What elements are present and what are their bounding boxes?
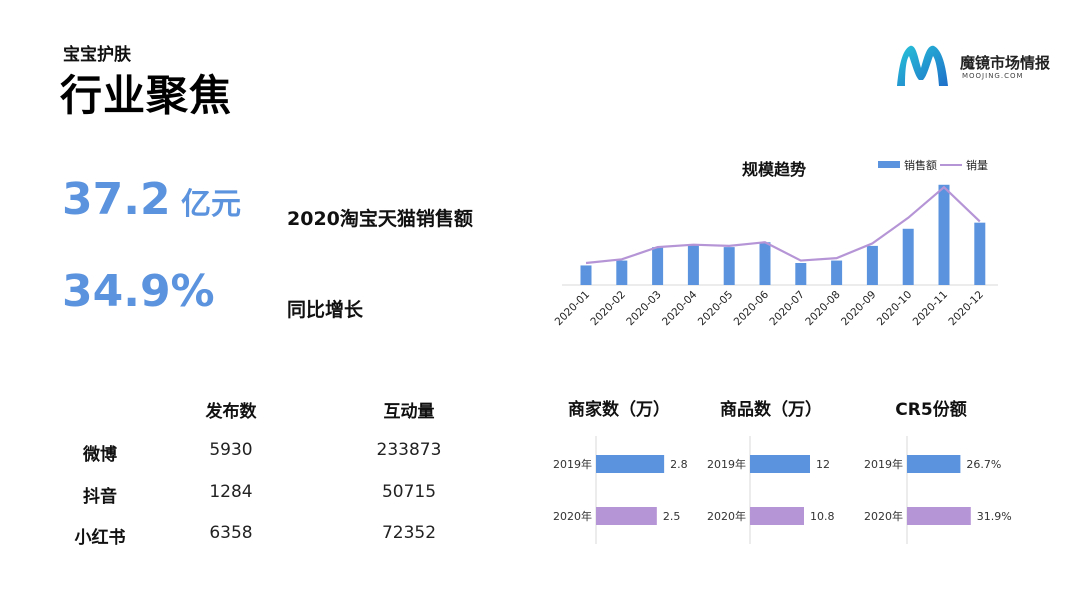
table-cell-interactions-xiaohongshu: 72352 — [381, 523, 437, 543]
trend-tick-label: 2020-07 — [767, 289, 807, 329]
trend-tick-label: 2020-04 — [660, 288, 700, 328]
trend-tick-label: 2020-08 — [803, 289, 843, 329]
trend-tick-label: 2020-02 — [588, 289, 628, 329]
kpi-growth-label: 同比增长 — [287, 299, 364, 321]
products-value-label: 12 — [816, 458, 830, 471]
merchants-value-label: 2.8 — [670, 458, 688, 471]
table-row-label-weibo: 微博 — [83, 445, 117, 465]
cr5-chart-title: CR5份额 — [895, 400, 967, 420]
merchants-bar-2020年 — [596, 507, 657, 525]
products-category-label: 2019年 — [707, 457, 746, 471]
table-cell-interactions-douyin: 50715 — [381, 482, 437, 502]
merchants-category-label: 2019年 — [553, 457, 592, 471]
trend-bar-2020-10 — [902, 228, 914, 285]
cr5-bar-2019年 — [907, 455, 961, 473]
products-category-label: 2020年 — [707, 509, 746, 523]
trend-bar-2020-03 — [652, 247, 664, 285]
table-header-interactions: 互动量 — [383, 402, 435, 422]
table-cell-posts-weibo: 5930 — [209, 440, 253, 460]
trend-chart: 销售额 销量 2020-012020-022020-032020-042020-… — [553, 158, 998, 329]
trend-tick-label: 2020-11 — [911, 289, 951, 329]
products-chart: 2019年 12 2020年 10.8 — [707, 436, 835, 544]
table-cell-posts-xiaohongshu: 6358 — [209, 523, 253, 543]
trend-bar-2020-04 — [687, 244, 699, 285]
trend-tick-label: 2020-09 — [839, 289, 879, 329]
trend-bar-2020-08 — [831, 260, 843, 285]
trend-bar-2020-05 — [723, 247, 735, 285]
brand-url: MOOJING.COM — [962, 72, 1024, 80]
merchants-chart-title: 商家数（万） — [568, 400, 670, 420]
table-cell-interactions-weibo: 233873 — [376, 440, 442, 460]
table-header-posts: 发布数 — [205, 402, 257, 422]
products-chart-title: 商品数（万） — [720, 400, 822, 420]
legend-swatch-sales — [878, 161, 900, 168]
table-cell-posts-douyin: 1284 — [209, 482, 253, 502]
trend-tick-label: 2020-03 — [624, 289, 664, 329]
trend-bar-2020-02 — [616, 260, 628, 285]
moojing-logo-icon — [897, 45, 948, 86]
cr5-value-label: 31.9% — [977, 510, 1012, 523]
kpi-sales-number: 37.2 — [62, 174, 171, 225]
cr5-value-label: 26.7% — [966, 458, 1001, 471]
trend-bar-2020-06 — [759, 242, 771, 285]
cr5-category-label: 2020年 — [864, 509, 903, 523]
kpi-sales-label: 2020淘宝天猫销售额 — [287, 208, 473, 230]
trend-tick-label: 2020-12 — [946, 289, 986, 329]
kpi-growth-number: 34.9% — [62, 266, 215, 317]
merchants-chart: 2019年 2.8 2020年 2.5 — [553, 436, 688, 544]
trend-tick-label: 2020-06 — [732, 288, 772, 328]
page-kicker: 宝宝护肤 — [63, 45, 131, 65]
products-bar-2019年 — [750, 455, 810, 473]
trend-chart-title: 规模趋势 — [742, 160, 807, 179]
trend-legend: 销售额 销量 — [878, 158, 988, 172]
cr5-category-label: 2019年 — [864, 457, 903, 471]
merchants-category-label: 2020年 — [553, 509, 592, 523]
brand-name: 魔镜市场情报 — [960, 54, 1051, 72]
trend-tick-label: 2020-01 — [553, 289, 593, 329]
page-title: 行业聚焦 — [60, 71, 233, 120]
cr5-chart: 2019年 26.7% 2020年 31.9% — [864, 436, 1012, 544]
kpi-growth-value: 34.9% — [62, 266, 215, 317]
kpi-sales-value: 37.2 亿元 — [62, 174, 241, 225]
merchants-value-label: 2.5 — [663, 510, 681, 523]
trend-bar-2020-12 — [974, 222, 986, 285]
trend-bar-2020-09 — [866, 245, 878, 285]
trend-tick-label: 2020-10 — [875, 289, 915, 329]
trend-volume-line — [585, 185, 981, 265]
table-row-label-douyin: 抖音 — [83, 487, 117, 507]
legend-label-sales: 销售额 — [904, 158, 937, 172]
kpi-sales-unit: 亿元 — [170, 187, 242, 222]
trend-tick-label: 2020-05 — [696, 289, 736, 329]
trend-bar-2020-01 — [580, 265, 592, 285]
merchants-bar-2019年 — [596, 455, 665, 473]
legend-label-volume: 销量 — [966, 158, 988, 172]
table-row-label-xiaohongshu: 小红书 — [74, 528, 126, 548]
trend-bar-2020-07 — [795, 263, 807, 285]
trend-bar-2020-11 — [938, 184, 950, 285]
products-value-label: 10.8 — [810, 510, 835, 523]
cr5-bar-2020年 — [907, 507, 971, 525]
products-bar-2020年 — [750, 507, 804, 525]
